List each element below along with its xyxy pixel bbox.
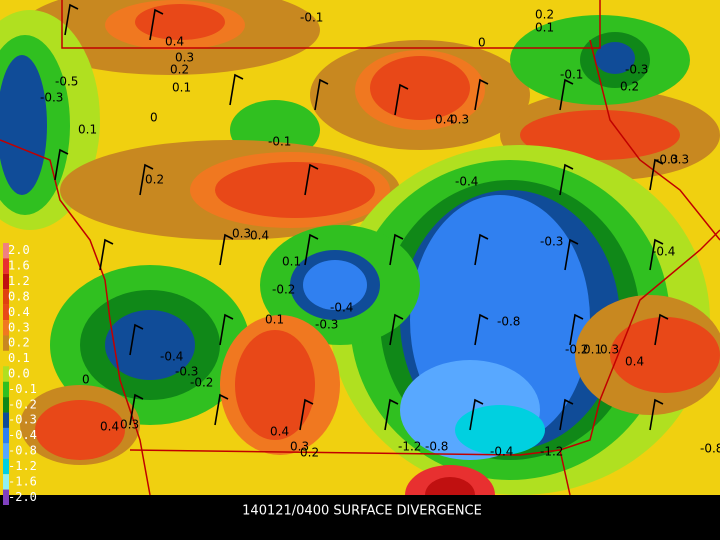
contour-label: 0.2 — [620, 80, 639, 94]
caption: 140121/0400 SURFACE DIVERGENCE — [242, 504, 482, 519]
contour-label: 0.2 — [535, 8, 554, 22]
contour-label: -0.8 — [425, 440, 448, 454]
legend-swatch — [3, 350, 9, 367]
contour-label: 0.2 — [300, 446, 319, 460]
contour-label: 0.4 — [250, 229, 269, 243]
legend-swatch — [3, 412, 9, 428]
legend-swatch — [3, 458, 9, 475]
contour-label: -0.3 — [625, 63, 648, 77]
legend-label: 0.2 — [8, 336, 30, 350]
contour-label: -1.2 — [398, 440, 421, 454]
contour-label: 0.3 — [670, 153, 689, 167]
contour-label: 0.4 — [100, 420, 119, 434]
contour-label: 0.4 — [625, 355, 644, 369]
contour-label: -0.3 — [175, 365, 198, 379]
contour-label: 0.4 — [435, 113, 454, 127]
contour-label: -0.2 — [565, 343, 588, 357]
legend-label: -0.8 — [8, 444, 37, 458]
legend-label: 1.2 — [8, 274, 30, 288]
contour-label: -1.2 — [540, 445, 563, 459]
legend-swatch — [3, 258, 9, 274]
legend-label: 0.3 — [8, 320, 30, 334]
legend-label: 2.0 — [8, 243, 30, 257]
legend-swatch — [3, 243, 9, 259]
legend-swatch — [3, 273, 9, 290]
state-borders — [0, 0, 720, 496]
legend-label: 0.4 — [8, 305, 30, 319]
legend-label: 1.6 — [8, 259, 30, 273]
legend-swatch — [3, 397, 9, 413]
contour-label: -0.3 — [540, 235, 563, 249]
contour-label: -0.2 — [190, 376, 213, 390]
legend-swatch — [3, 304, 9, 321]
contour-label: -0.1 — [300, 11, 323, 25]
contour-labels: 0.40.30.20.10-0.1-0.5-0.30.10.20.30.40.1… — [40, 8, 720, 460]
contour-label: 0.1 — [282, 255, 301, 269]
contour-label: -0.8 — [700, 442, 720, 456]
legend-swatch — [3, 381, 9, 398]
legend-label: -1.6 — [8, 474, 37, 488]
legend-swatch — [3, 489, 9, 505]
legend-label: -1.2 — [8, 459, 37, 473]
legend-label: -2.0 — [8, 490, 37, 504]
legend-swatch — [3, 289, 9, 305]
contour-label: 0.1 — [172, 81, 191, 95]
legend: 2.01.61.20.80.40.30.20.10.0-0.1-0.2-0.3-… — [3, 243, 37, 505]
legend-label: -0.2 — [8, 397, 37, 411]
contour-label: -0.5 — [55, 75, 78, 89]
contour-label: -0.1 — [560, 68, 583, 82]
contour-label: -0.4 — [455, 175, 478, 189]
contour-label: -0.4 — [160, 350, 183, 364]
contour-label: -0.3 — [40, 91, 63, 105]
legend-label: -0.1 — [8, 382, 37, 396]
contour-label: -0.3 — [315, 318, 338, 332]
legend-label: 0.0 — [8, 367, 30, 381]
contour-label: 0.2 — [145, 173, 164, 187]
contour-label: 0.3 — [290, 440, 309, 454]
contour-label: 0.1 — [535, 21, 554, 35]
legend-label: -0.4 — [8, 428, 37, 442]
contour-label: 0 — [150, 111, 158, 125]
legend-label: 0.8 — [8, 289, 30, 303]
contour-label: 0.4 — [165, 35, 184, 49]
contour-label: 0.3 — [120, 418, 139, 432]
contour-label: -0.1 — [268, 135, 291, 149]
contour-label: -0.3 — [655, 153, 678, 167]
contour-label: 0.2 — [170, 63, 189, 77]
legend-swatch — [3, 320, 9, 336]
legend-swatch — [3, 443, 9, 459]
contour-label: 0.1 — [583, 343, 602, 357]
wind-barbs — [54, 3, 669, 431]
contour-label: 0 — [82, 373, 90, 387]
contour-label: 0.4 — [270, 425, 289, 439]
contour-label: -0.2 — [272, 283, 295, 297]
contour-label: 0.3 — [232, 227, 251, 241]
legend-label: -0.3 — [8, 413, 37, 427]
contour-label: 0.3 — [450, 113, 469, 127]
legend-swatch — [3, 335, 9, 351]
contour-label: 0.3 — [600, 343, 619, 357]
contour-label: -0.8 — [497, 315, 520, 329]
contour-label: 0.1 — [265, 313, 284, 327]
legend-swatch — [3, 427, 9, 444]
legend-swatch — [3, 366, 9, 382]
legend-label: 0.1 — [8, 351, 30, 365]
legend-swatch — [3, 474, 9, 490]
contour-label: -0.4 — [330, 301, 353, 315]
contour-label: 0.1 — [78, 123, 97, 137]
contour-label: 0.3 — [175, 51, 194, 65]
contour-label: -0.4 — [652, 245, 675, 259]
contour-label: 0 — [478, 36, 486, 50]
contour-label: -0.4 — [490, 445, 513, 459]
